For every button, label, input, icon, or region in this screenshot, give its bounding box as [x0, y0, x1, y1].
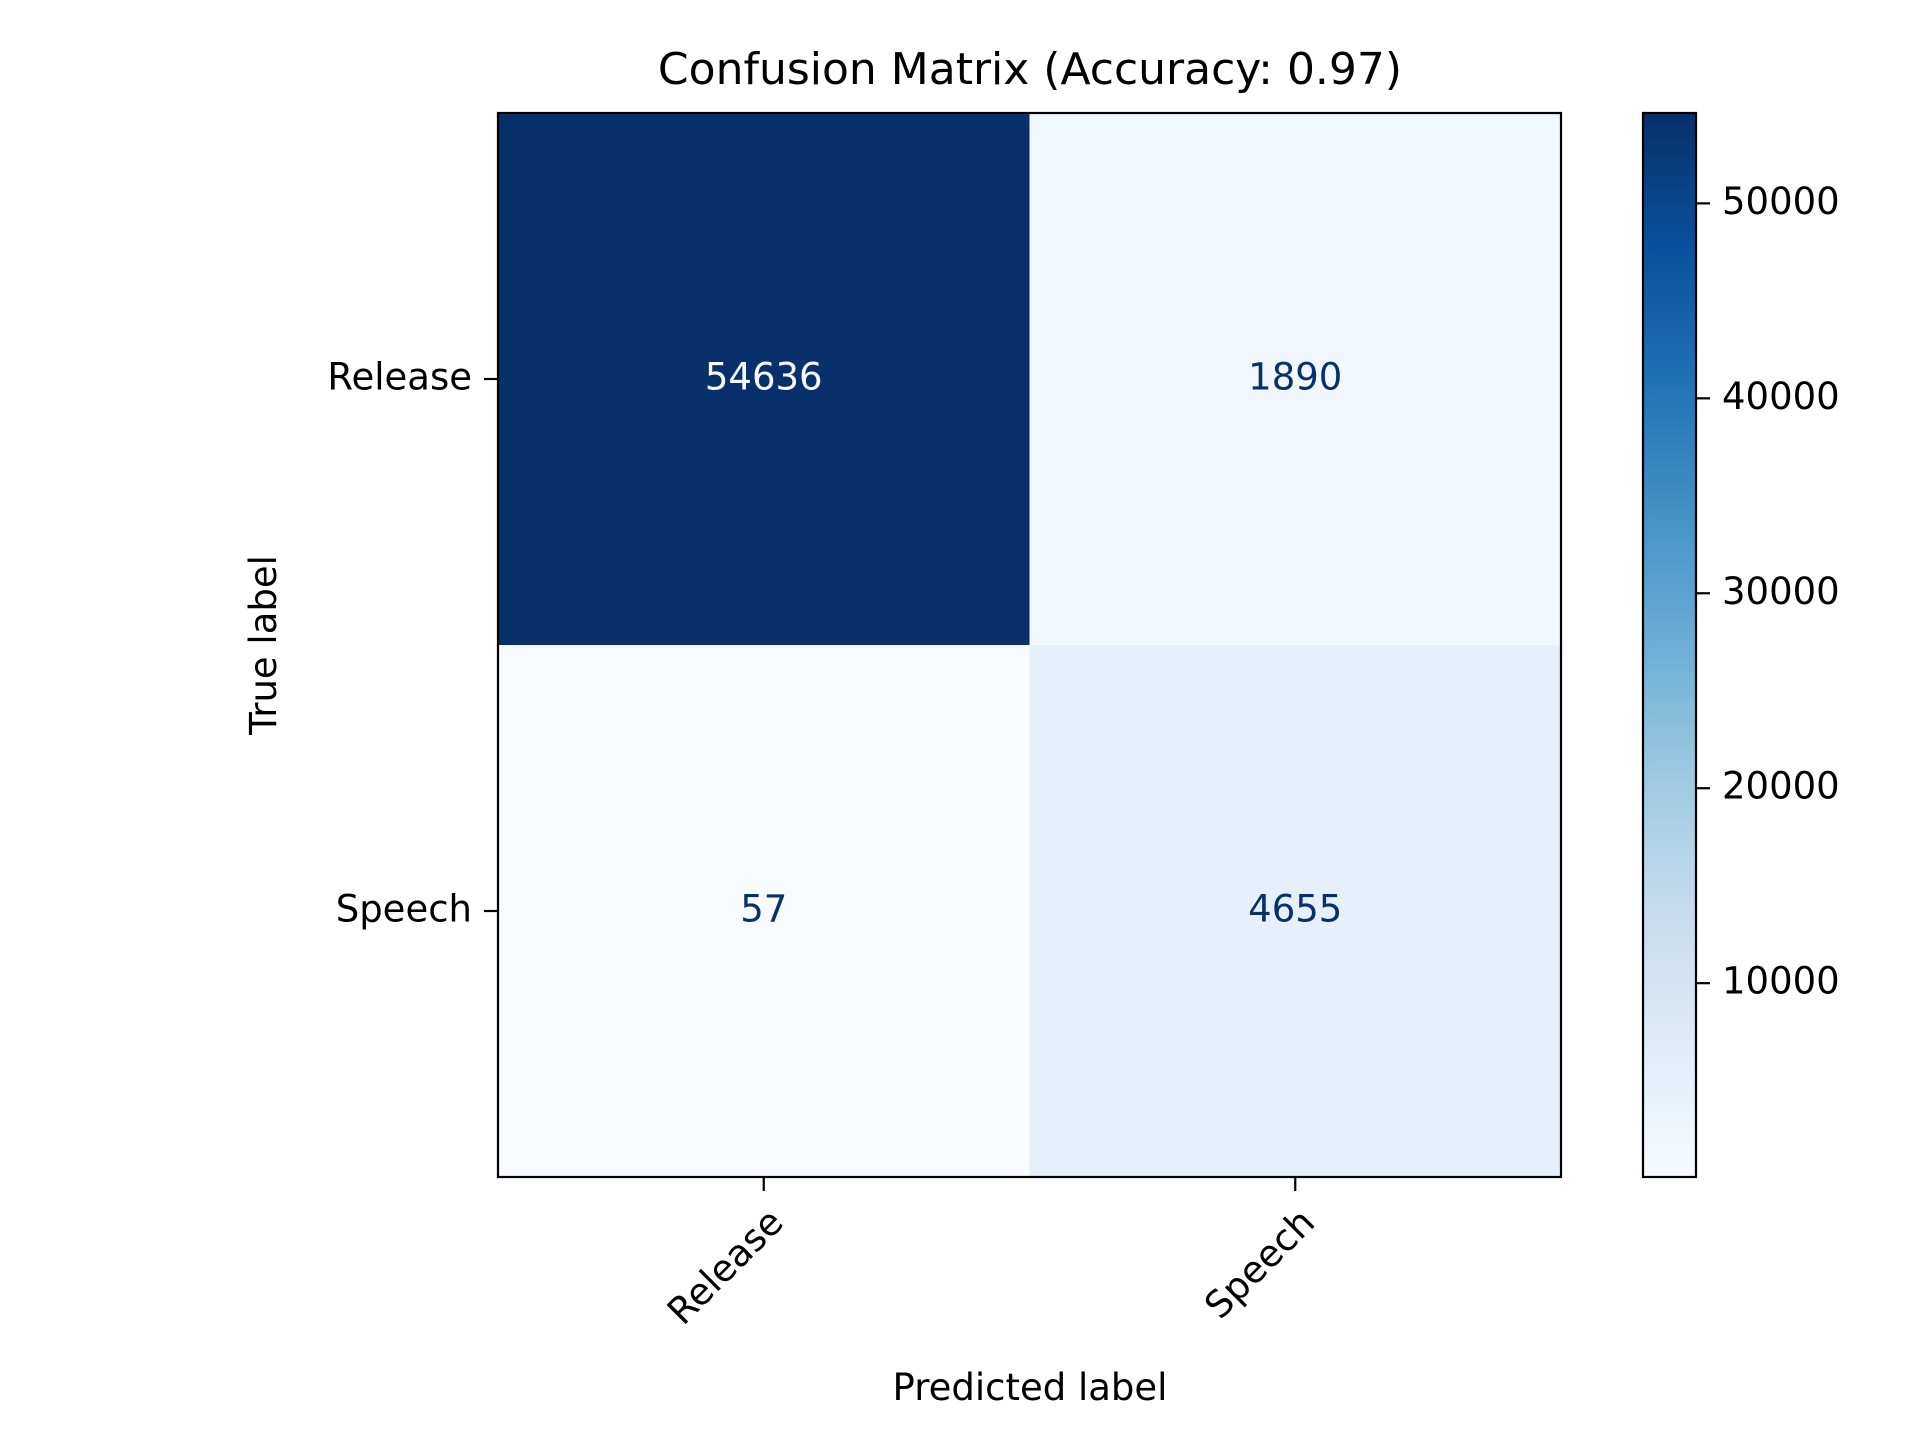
cell-value-label: 1890 [1248, 356, 1342, 399]
x-axis-label: Predicted label [893, 1366, 1168, 1409]
heatmap-cell [498, 645, 1030, 1178]
y-axis-ticks: Release Speech [327, 356, 498, 931]
colorbar-tick-label: 20000 [1722, 765, 1840, 808]
x-tick-label: Speech [1196, 1200, 1323, 1327]
colorbar: 10000 20000 30000 40000 50000 [1641, 111, 1840, 1179]
plot-frame [496, 111, 1563, 1179]
colorbar-tick-label: 30000 [1722, 570, 1840, 613]
y-tick-label: Speech [336, 888, 472, 931]
x-tick-label: Release [659, 1200, 792, 1333]
chart-title: Confusion Matrix (Accuracy: 0.97) [658, 44, 1402, 95]
colorbar-gradient [1643, 113, 1696, 1177]
colorbar-tick-label: 50000 [1722, 180, 1840, 223]
heatmap-cells: 54636 1890 57 4655 [498, 113, 1562, 1178]
colorbar-ticks: 10000 20000 30000 40000 50000 [1696, 180, 1840, 1003]
cell-value-label: 4655 [1248, 888, 1342, 931]
y-axis-label: True label [242, 555, 285, 736]
colorbar-tick-label: 40000 [1722, 375, 1840, 418]
cell-value-label: 57 [740, 888, 787, 931]
heatmap-cell [498, 113, 1030, 646]
colorbar-frame [1641, 111, 1698, 1179]
colorbar-tick-label: 10000 [1722, 960, 1840, 1003]
cell-value-label: 54636 [705, 356, 823, 399]
y-tick-label: Release [327, 356, 472, 399]
heatmap-cell [1029, 113, 1562, 646]
x-axis-ticks: Release Speech [659, 1177, 1323, 1333]
heatmap-cell [1029, 645, 1562, 1178]
